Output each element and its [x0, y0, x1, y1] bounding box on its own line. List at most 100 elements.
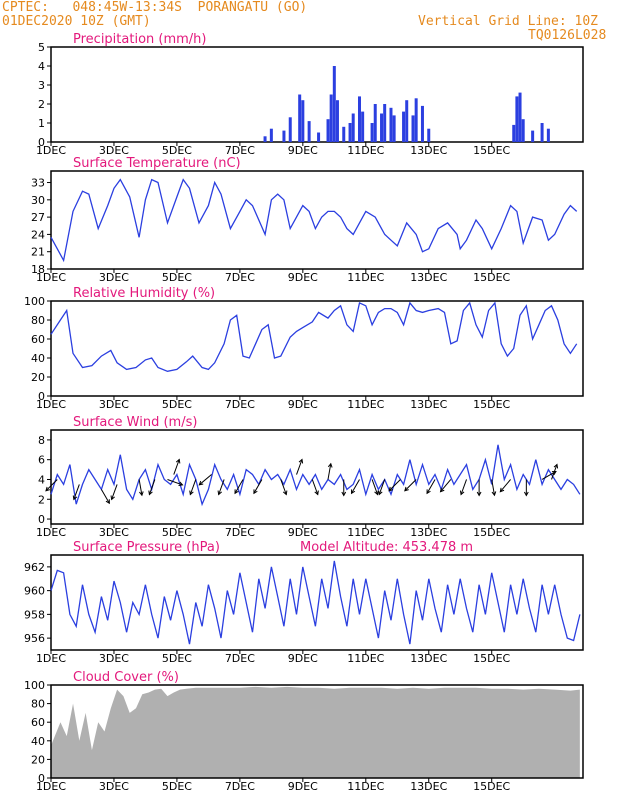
x-tick-label: 1DEC — [36, 398, 66, 411]
wind-line — [50, 444, 581, 507]
y-tick-label: 27 — [31, 211, 45, 224]
wind-arrow — [296, 459, 303, 475]
precip-bar — [307, 121, 311, 142]
panel-press: 956 958 960 962 1DEC 3DEC 5DEC 7DEC 9DEC 11DEC 13D… — [24, 540, 584, 665]
precip-bar — [380, 113, 384, 142]
wind-arrow — [388, 479, 401, 492]
y-tick-label: 33 — [31, 177, 45, 190]
x-tick-label: 9DEC — [288, 271, 318, 284]
wind-arrow — [100, 489, 110, 504]
vertical-grid-label: Vertical Grid Line: 10Z — [418, 14, 599, 29]
x-tick-label: 13DEC — [410, 652, 447, 665]
wind-arrow-head — [105, 499, 110, 505]
precip-bar — [335, 100, 339, 142]
rh-line — [50, 301, 578, 372]
x-tick-label: 13DEC — [410, 398, 447, 411]
y-tick-label: 60 — [31, 333, 45, 346]
plot-frame — [50, 684, 584, 779]
wind-arrow-head — [491, 491, 497, 497]
panel-title: Cloud Cover (%) — [73, 670, 179, 685]
precip-bar — [329, 94, 333, 142]
wind-arrow — [280, 479, 287, 495]
x-tick-label: 9DEC — [288, 780, 318, 793]
cloud-area — [51, 686, 580, 778]
x-tick-label: 15DEC — [473, 526, 510, 539]
x-tick-label: 9DEC — [288, 652, 318, 665]
y-tick-label: 60 — [31, 716, 45, 729]
x-tick-label: 15DEC — [473, 780, 510, 793]
x-tick-label: 11DEC — [347, 398, 384, 411]
x-tick-label: 7DEC — [225, 271, 255, 284]
wind-arrow — [138, 479, 143, 496]
x-tick-label: 1DEC — [36, 780, 66, 793]
wind-arrow — [73, 484, 80, 500]
wind-arrow — [351, 479, 360, 494]
wind-arrow-head — [72, 495, 78, 501]
x-tick-label: 7DEC — [225, 780, 255, 793]
x-tick-label: 9DEC — [288, 144, 318, 157]
y-tick-label: 0 — [38, 136, 45, 149]
wind-arrow-head — [198, 480, 204, 486]
plot-frame — [50, 300, 584, 397]
x-tick-label: 3DEC — [99, 144, 129, 157]
x-tick-label: 11DEC — [347, 144, 384, 157]
y-tick-label: 0 — [38, 513, 45, 526]
y-tick-label: 3 — [38, 79, 45, 92]
y-tick-label: 4 — [38, 473, 45, 486]
x-tick-label: 7DEC — [225, 144, 255, 157]
precip-bar — [531, 130, 535, 142]
x-tick-label: 5DEC — [162, 271, 192, 284]
wind-arrow — [189, 479, 197, 495]
wind-arrow-head — [404, 486, 409, 492]
precip-bar — [389, 107, 393, 142]
x-tick-label: 11DEC — [347, 780, 384, 793]
precip-bar — [301, 100, 305, 142]
panel-title: Precipitation (mm/h) — [73, 32, 206, 47]
x-tick-label: 1DEC — [36, 271, 66, 284]
wind-arrow-head — [523, 491, 529, 497]
precip-bar — [317, 132, 321, 142]
wind-arrow — [167, 479, 183, 486]
wind-arrow — [148, 479, 156, 495]
x-tick-label: 1DEC — [36, 144, 66, 157]
wind-arrow-head — [374, 490, 379, 496]
x-tick-label: 7DEC — [225, 398, 255, 411]
wind-arrow — [253, 479, 263, 494]
panel-temp: 18 21 24 27 30 33 1DEC 3DEC 5DEC 7DEC 9DEC 11DEC 13D… — [31, 156, 584, 284]
y-tick-label: 80 — [31, 314, 45, 327]
precip-bar — [282, 130, 286, 142]
wind-arrow — [371, 479, 379, 495]
x-tick-label: 9DEC — [288, 398, 318, 411]
x-tick-label: 3DEC — [99, 271, 129, 284]
y-tick-label: 5 — [38, 41, 45, 54]
wind-arrow — [111, 484, 118, 500]
precip-bar — [414, 98, 418, 142]
wind-arrow-head — [499, 487, 505, 493]
x-tick-label: 11DEC — [347, 271, 384, 284]
model-code: TQ0126L028 — [528, 28, 607, 43]
wind-arrow-head — [327, 462, 333, 468]
wind-arrow — [426, 479, 436, 494]
precip-bar — [411, 115, 415, 142]
wind-arrow-head — [553, 463, 559, 469]
x-tick-label: 1DEC — [36, 652, 66, 665]
precip-bar — [512, 124, 516, 142]
precip-bar — [405, 100, 409, 142]
wind-arrow — [440, 479, 452, 493]
panel-cloud: 0 20 40 60 80 100 1DEC 3DEC 5DEC 7DEC 9DEC 11DEC 13D… — [24, 670, 584, 793]
wind-arrow-head — [341, 491, 347, 497]
y-tick-label: 30 — [31, 194, 45, 207]
x-tick-label: 13DEC — [410, 144, 447, 157]
precip-bar — [373, 104, 377, 142]
precip-bar — [540, 123, 544, 142]
panel-wind: 0 2 4 6 8 1DEC 3DEC 5DEC 7DEC 9DEC 11DEC 13DEC 15DEC… — [36, 415, 584, 539]
run-time: 01DEC2020 10Z (GMT) — [2, 14, 151, 29]
press-line — [50, 560, 581, 645]
plot-frame — [50, 554, 584, 651]
wind-arrow-head — [314, 490, 319, 496]
precip-bar — [370, 123, 374, 142]
panel-rh: 0 20 40 60 80 100 1DEC 3DEC 5DEC 7DEC 9DEC 11DEC 13D… — [24, 286, 584, 411]
wind-arrow-head — [217, 490, 222, 496]
y-tick-label: 6 — [38, 454, 45, 467]
